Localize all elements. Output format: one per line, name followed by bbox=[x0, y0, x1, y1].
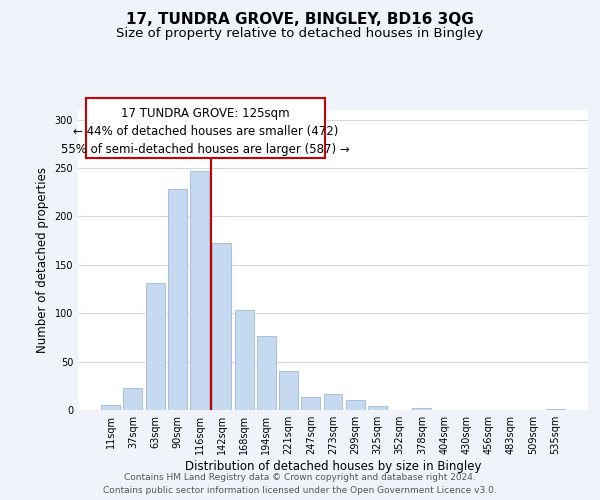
Text: 55% of semi-detached houses are larger (587) →: 55% of semi-detached houses are larger (… bbox=[61, 142, 350, 156]
Y-axis label: Number of detached properties: Number of detached properties bbox=[36, 167, 49, 353]
Bar bbox=[346, 400, 365, 410]
Bar bbox=[323, 394, 343, 410]
Bar bbox=[124, 388, 142, 410]
Bar bbox=[368, 406, 387, 410]
Text: 17, TUNDRA GROVE, BINGLEY, BD16 3QG: 17, TUNDRA GROVE, BINGLEY, BD16 3QG bbox=[126, 12, 474, 28]
Text: Contains HM Land Registry data © Crown copyright and database right 2024.
Contai: Contains HM Land Registry data © Crown c… bbox=[103, 473, 497, 495]
Bar bbox=[101, 405, 120, 410]
Bar bbox=[279, 372, 298, 410]
Text: Size of property relative to detached houses in Bingley: Size of property relative to detached ho… bbox=[116, 28, 484, 40]
Bar bbox=[146, 283, 164, 410]
Bar bbox=[212, 242, 231, 410]
X-axis label: Distribution of detached houses by size in Bingley: Distribution of detached houses by size … bbox=[185, 460, 481, 473]
Bar bbox=[190, 171, 209, 410]
Bar bbox=[301, 398, 320, 410]
FancyBboxPatch shape bbox=[86, 98, 325, 158]
Bar bbox=[257, 336, 276, 410]
Bar bbox=[168, 190, 187, 410]
Text: 17 TUNDRA GROVE: 125sqm: 17 TUNDRA GROVE: 125sqm bbox=[121, 106, 290, 120]
Bar bbox=[235, 310, 254, 410]
Bar bbox=[546, 409, 565, 410]
Bar bbox=[412, 408, 431, 410]
Text: ← 44% of detached houses are smaller (472): ← 44% of detached houses are smaller (47… bbox=[73, 124, 338, 138]
